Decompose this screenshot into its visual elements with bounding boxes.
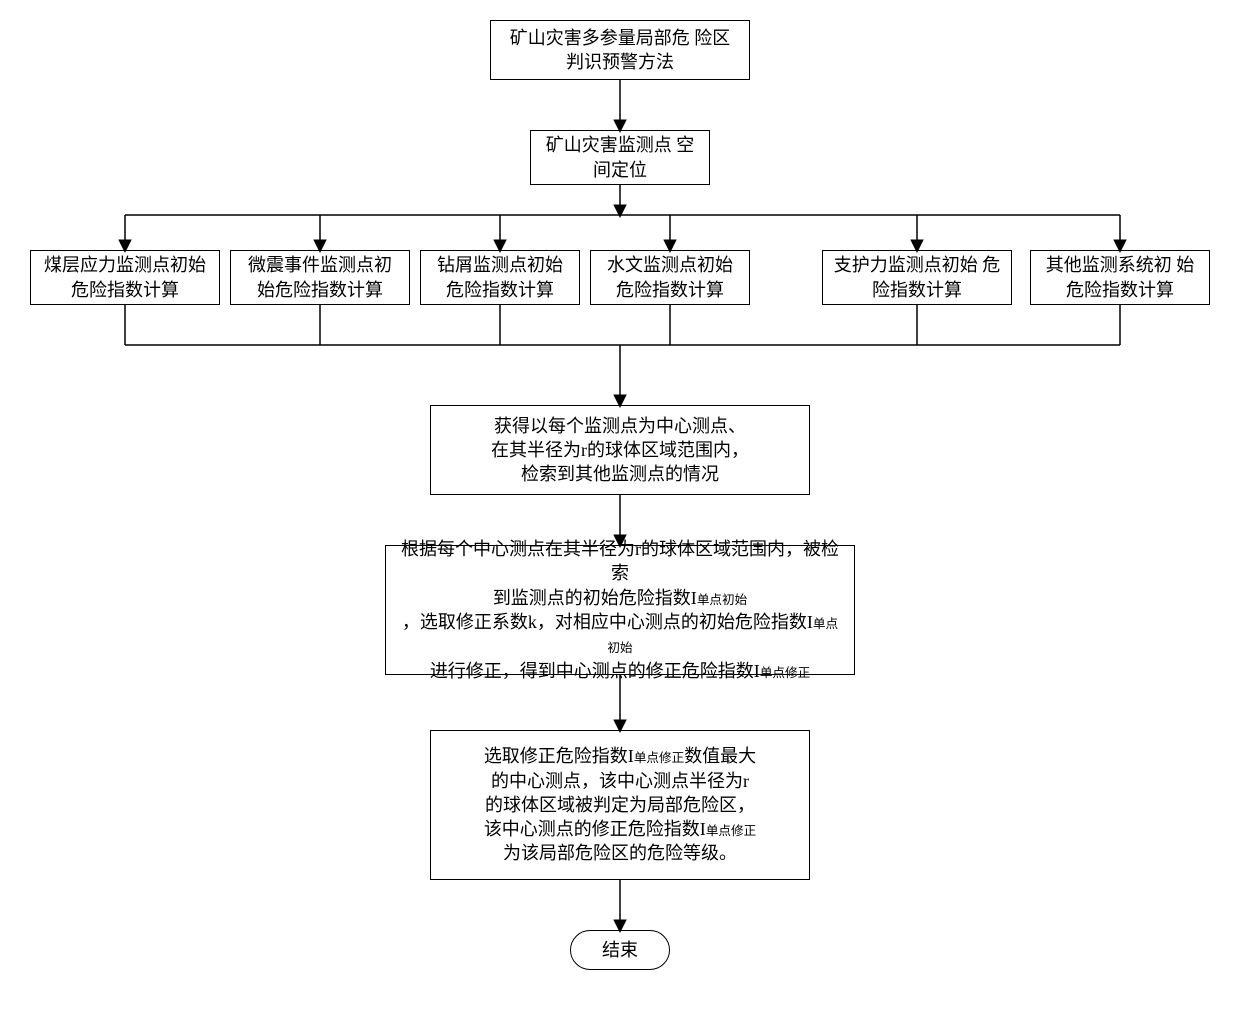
locate-text: 矿山灾害监测点 空间定位	[541, 133, 699, 182]
branch-box-4: 支护力监测点初始 危险指数计算	[822, 250, 1012, 305]
branch-box-2: 钻屑监测点初始 危险指数计算	[420, 250, 580, 305]
branch-text: 煤层应力监测点初始 危险指数计算	[41, 253, 209, 302]
search-text: 获得以每个监测点为中心测点、 在其半径为r的球体区域范围内， 检索到其他监测点的…	[491, 414, 749, 487]
branch-text: 微震事件监测点初 始危险指数计算	[241, 253, 399, 302]
branch-text: 钻屑监测点初始 危险指数计算	[431, 253, 569, 302]
branch-text: 水文监测点初始 危险指数计算	[601, 253, 739, 302]
search-box: 获得以每个监测点为中心测点、 在其半径为r的球体区域范围内， 检索到其他监测点的…	[430, 405, 810, 495]
select-text: 选取修正危险指数I单点修正数值最大 的中心测点，该中心测点半径为r 的球体区域被…	[484, 744, 756, 865]
title-box: 矿山灾害多参量局部危 险区判识预警方法	[490, 20, 750, 80]
title-text: 矿山灾害多参量局部危 险区判识预警方法	[501, 26, 739, 75]
correction-box: 根据每个中心测点在其半径为r的球体区域范围内，被检索 到监测点的初始危险指数I单…	[385, 545, 855, 675]
end-text: 结束	[602, 938, 638, 962]
branch-text: 其他监测系统初 始危险指数计算	[1041, 253, 1199, 302]
branch-box-1: 微震事件监测点初 始危险指数计算	[230, 250, 410, 305]
branch-text: 支护力监测点初始 危险指数计算	[833, 253, 1001, 302]
branch-box-5: 其他监测系统初 始危险指数计算	[1030, 250, 1210, 305]
branch-box-3: 水文监测点初始 危险指数计算	[590, 250, 750, 305]
locate-box: 矿山灾害监测点 空间定位	[530, 130, 710, 185]
select-box: 选取修正危险指数I单点修正数值最大 的中心测点，该中心测点半径为r 的球体区域被…	[430, 730, 810, 880]
branch-box-0: 煤层应力监测点初始 危险指数计算	[30, 250, 220, 305]
end-box: 结束	[570, 930, 670, 970]
correction-text: 根据每个中心测点在其半径为r的球体区域范围内，被检索 到监测点的初始危险指数I单…	[396, 537, 844, 683]
